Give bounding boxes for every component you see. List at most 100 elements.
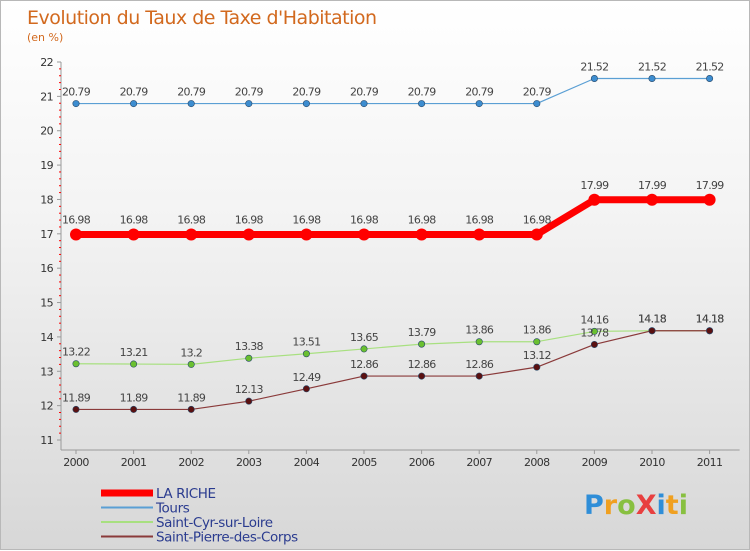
data-point-saint-cyr-sur-loire [72,360,80,368]
series-line-la-riche [72,196,714,239]
proxiti-logo: ProXiti [584,490,688,521]
data-label-saint-pierre-des-corps: 14.18 [696,313,725,326]
data-label-tours: 20.79 [177,86,206,99]
legend-label-saint-pierre-des-corps: Saint-Pierre-des-Corps [156,530,298,546]
x-tick-label: 2008 [524,456,550,469]
logo-letter: i [678,490,688,521]
series-line-tours [75,77,711,105]
data-label-saint-cyr-sur-loire: 13.79 [408,326,437,339]
data-point-tours [130,100,138,108]
data-label-saint-pierre-des-corps: 12.86 [408,358,437,371]
data-point-saint-pierre-des-corps [590,340,598,348]
data-label-tours: 20.79 [350,86,379,99]
data-point-saint-cyr-sur-loire [130,360,138,368]
data-point-la-riche [242,228,255,241]
data-point-tours [418,100,426,108]
x-tick-label: 2003 [236,456,262,469]
data-label-saint-cyr-sur-loire: 14.18 [696,313,725,326]
y-tick-label: 11 [40,434,53,447]
data-point-tours [533,100,541,108]
data-point-la-riche [185,228,198,241]
data-point-la-riche [415,228,428,241]
data-label-tours: 20.79 [62,86,91,99]
data-point-tours [245,100,253,108]
y-tick-label: 22 [40,56,53,69]
x-tick-label: 2004 [294,456,320,469]
x-tick-label: 2000 [63,456,89,469]
data-point-la-riche [300,228,313,241]
data-point-tours [475,100,483,108]
y-tick-label: 20 [40,125,53,138]
x-tick-label: 2005 [351,456,377,469]
data-label-la-riche: 16.98 [177,214,206,227]
data-label-saint-cyr-sur-loire: 13.22 [62,346,90,359]
data-label-saint-cyr-sur-loire: 13.21 [120,346,148,359]
chart-subtitle: (en %) [27,31,64,44]
data-point-saint-cyr-sur-loire [590,327,598,335]
y-tick-label: 15 [40,297,53,310]
data-label-la-riche: 16.98 [408,214,437,227]
data-point-la-riche [703,193,716,206]
data-label-saint-cyr-sur-loire: 13.38 [235,340,264,353]
data-label-saint-cyr-sur-loire: 13.86 [465,324,494,337]
data-point-saint-pierre-des-corps [360,372,368,380]
data-label-saint-pierre-des-corps: 13.12 [523,349,551,362]
data-label-la-riche: 17.99 [696,179,725,192]
series-line-saint-pierre-des-corps [75,330,711,411]
data-label-saint-pierre-des-corps: 12.13 [235,383,264,396]
data-point-tours [360,100,368,108]
y-tick-label: 16 [40,262,53,275]
data-label-saint-pierre-des-corps: 12.86 [350,358,379,371]
data-point-saint-cyr-sur-loire [360,345,368,353]
data-label-saint-pierre-des-corps: 11.89 [62,391,91,404]
data-label-saint-pierre-des-corps: 12.86 [465,358,494,371]
data-point-la-riche [127,228,140,241]
data-label-saint-cyr-sur-loire: 14.18 [638,313,667,326]
x-tick-label: 2009 [582,456,608,469]
data-point-saint-cyr-sur-loire [302,350,310,358]
data-point-tours [590,74,598,82]
data-label-tours: 21.52 [580,60,608,73]
x-tick-label: 2006 [409,456,435,469]
data-point-saint-pierre-des-corps [648,327,656,335]
data-point-la-riche [588,193,601,206]
x-tick-label: 2001 [121,456,147,469]
data-label-saint-pierre-des-corps: 12.49 [292,371,321,384]
data-label-la-riche: 16.98 [523,214,552,227]
data-point-saint-pierre-des-corps [187,405,195,413]
data-label-saint-pierre-des-corps: 14.18 [638,313,667,326]
data-point-saint-pierre-des-corps [245,397,253,405]
data-point-saint-pierre-des-corps [302,385,310,393]
logo-letter: t [665,490,679,521]
data-label-la-riche: 16.98 [465,214,494,227]
data-point-saint-cyr-sur-loire [533,338,541,346]
data-point-saint-cyr-sur-loire [418,340,426,348]
legend-label-tours: Tours [155,501,190,517]
data-label-saint-cyr-sur-loire: 14.16 [580,313,609,326]
x-tick-label: 2007 [466,456,492,469]
data-point-tours [72,100,80,108]
data-point-saint-cyr-sur-loire [245,354,253,362]
data-label-la-riche: 16.98 [292,214,321,227]
data-label-tours: 21.52 [638,60,666,73]
data-label-saint-cyr-sur-loire: 13.65 [350,331,379,344]
data-point-tours [706,74,714,82]
data-label-saint-pierre-des-corps: 11.89 [177,391,206,404]
data-point-tours [648,74,656,82]
data-point-saint-pierre-des-corps [418,372,426,380]
data-point-la-riche [70,228,82,241]
legend-label-saint-cyr-sur-loire: Saint-Cyr-sur-Loire [156,515,273,531]
y-tick-label: 18 [40,193,53,206]
y-tick-label: 13 [40,365,53,378]
data-point-saint-pierre-des-corps [130,405,138,413]
logo-letter: r [603,490,618,521]
data-point-saint-cyr-sur-loire [475,338,483,346]
data-point-tours [187,100,195,108]
data-point-la-riche [530,228,543,241]
data-point-la-riche [473,228,486,241]
y-tick-label: 21 [40,90,53,103]
data-label-tours: 20.79 [408,86,437,99]
logo-letter: i [656,490,666,521]
chart-title: Evolution du Taux de Taxe d'Habitation [27,7,377,29]
